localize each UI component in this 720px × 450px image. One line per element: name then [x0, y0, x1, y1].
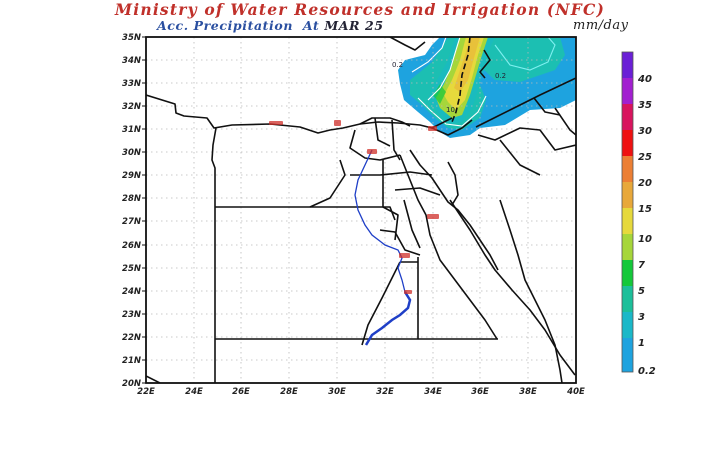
- svg-text:24E: 24E: [185, 387, 203, 397]
- latitude-tick-labels: 35N 34N 33N 32N 31N 30N 29N 28N 27N 26N …: [122, 33, 141, 389]
- svg-text:1: 1: [638, 338, 645, 349]
- svg-text:29N: 29N: [122, 171, 141, 181]
- svg-text:32N: 32N: [122, 102, 141, 112]
- svg-text:20: 20: [638, 178, 652, 189]
- svg-text:22E: 22E: [137, 387, 155, 397]
- svg-text:24N: 24N: [122, 287, 141, 297]
- svg-text:35: 35: [638, 100, 652, 111]
- subtitle-prefix: Acc. Precipitation At: [157, 18, 325, 33]
- svg-text:36E: 36E: [471, 387, 489, 397]
- colorbar-labels: 40 35 30 25 20 15 10 7 5 3 1 0.2: [637, 74, 656, 377]
- svg-text:40: 40: [637, 74, 652, 85]
- longitude-tick-labels: 22E 24E 26E 28E 30E 32E 34E 36E 38E 40E: [137, 387, 585, 397]
- map-title: Ministry of Water Resources and Irrigati…: [114, 0, 606, 19]
- subtitle-date: MAR 25: [324, 18, 384, 33]
- coastlines-borders: [146, 37, 576, 383]
- svg-text:28E: 28E: [280, 387, 298, 397]
- units-label: mm/day: [573, 18, 629, 33]
- svg-text:31N: 31N: [122, 125, 141, 135]
- svg-text:15: 15: [638, 204, 652, 215]
- svg-text:7: 7: [638, 260, 645, 271]
- svg-text:0.2: 0.2: [638, 366, 656, 377]
- svg-text:26E: 26E: [232, 387, 250, 397]
- svg-text:30: 30: [638, 126, 652, 137]
- svg-text:32E: 32E: [376, 387, 394, 397]
- svg-text:5: 5: [638, 286, 645, 297]
- svg-text:34E: 34E: [424, 387, 442, 397]
- svg-text:0.2: 0.2: [392, 61, 403, 69]
- svg-text:23N: 23N: [122, 310, 141, 320]
- svg-text:22N: 22N: [122, 333, 141, 343]
- svg-text:21N: 21N: [122, 356, 141, 366]
- station-markers: [269, 120, 439, 294]
- svg-text:10: 10: [446, 106, 455, 114]
- svg-text:3: 3: [638, 312, 645, 323]
- svg-text:20N: 20N: [122, 379, 141, 389]
- latitude-labels: [142, 36, 146, 384]
- svg-text:30E: 30E: [328, 387, 346, 397]
- svg-text:38E: 38E: [519, 387, 537, 397]
- colorbar: [621, 51, 634, 373]
- map-subtitle: Acc. Precipitation At MAR 25: [157, 18, 384, 33]
- svg-text:27N: 27N: [122, 217, 141, 227]
- precipitation-field: [398, 37, 576, 138]
- contour-labels: 0.2 0.2 10: [392, 61, 506, 114]
- svg-text:33N: 33N: [122, 79, 141, 89]
- svg-text:34N: 34N: [122, 56, 141, 66]
- svg-text:30N: 30N: [122, 148, 141, 158]
- svg-text:10: 10: [638, 234, 652, 245]
- svg-text:28N: 28N: [122, 194, 141, 204]
- map-frame: [145, 36, 577, 384]
- svg-text:35N: 35N: [122, 33, 141, 43]
- svg-text:25: 25: [638, 152, 652, 163]
- svg-text:25N: 25N: [122, 264, 141, 274]
- svg-text:40E: 40E: [566, 387, 585, 397]
- svg-text:0.2: 0.2: [495, 72, 506, 80]
- svg-text:26N: 26N: [122, 241, 141, 251]
- nile-river: [354, 149, 412, 346]
